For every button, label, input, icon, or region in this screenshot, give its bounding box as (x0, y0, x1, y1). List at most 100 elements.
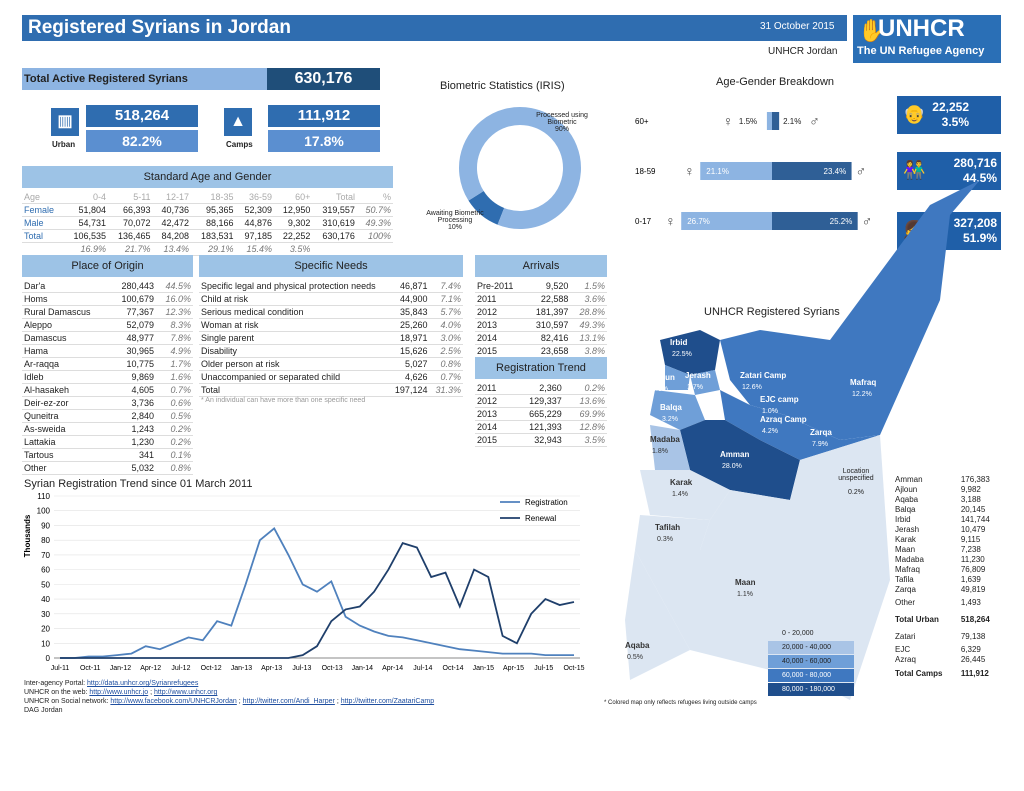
table-cell: 16.9% (63, 242, 108, 256)
link-twitter-1[interactable]: http://twitter.com/Andi_Harper (242, 698, 335, 705)
side-box-elderly: 👴 22,252 3.5% (897, 96, 1001, 134)
table-cell: 100% (356, 229, 393, 243)
map-label: Zarqa (810, 428, 832, 437)
table-cell: 15.4% (235, 242, 274, 256)
table-cell: 52,309 (235, 203, 274, 217)
arrivals-title: Arrivals (475, 255, 607, 277)
map-label: Zatari Camp (740, 371, 786, 380)
age-group-label: 60+ (635, 117, 649, 126)
map-label-pct: 12.6% (742, 384, 762, 391)
map-label: Amman (720, 450, 749, 459)
governorate-stats: Amman 176,383 Ajloun 9,982 Aqaba 3,188 Balqa 20… (893, 474, 1001, 682)
table-cell (312, 242, 357, 256)
table-row: 2013 310,597 49.3% (475, 318, 607, 332)
row-value: 77,367 (110, 305, 157, 319)
row-label: Woman at risk (199, 318, 388, 332)
row-label: Serious medical condition (199, 305, 388, 319)
series-line-registration (60, 527, 574, 659)
link-portal[interactable]: http://data.unhcr.org/Syrianrefugees (87, 680, 199, 687)
link-facebook[interactable]: http://www.facebook.com/UNHCRJordan (110, 698, 237, 705)
camps-value: 111,912 (268, 105, 380, 127)
map-label: Mafraq (850, 378, 876, 387)
table-header-row: Age 0-4 5-11 12-17 18-35 36-59 60+ Total% (22, 191, 393, 204)
stat-value: 7,238 (960, 544, 981, 554)
table-cell: 51,804 (63, 203, 108, 217)
y-tick-label: 0 (46, 654, 51, 663)
table-row: 2011 22,588 3.6% (475, 292, 607, 306)
x-tick-label: Jan-15 (473, 665, 495, 672)
row-value: 10,775 (110, 357, 157, 371)
table-row: Hama 30,965 4.9% (22, 344, 193, 358)
elderly-pct: 3.5% (941, 115, 969, 129)
map-irbid (660, 330, 720, 375)
male-pct-label: 2.1% (783, 117, 801, 126)
row-value: 121,393 (510, 420, 564, 434)
row-pct: 8.3% (156, 318, 193, 332)
table-row: 2011 2,360 0.2% (475, 382, 607, 395)
row-label: 2011 (475, 292, 526, 306)
table-row: Disability 15,626 2.5% (199, 344, 463, 358)
x-tick-label: Jul-12 (171, 665, 190, 672)
x-tick-label: Oct-13 (322, 665, 343, 672)
row-value: 5,032 (110, 461, 157, 475)
stat-row: Ajloun 9,982 (893, 484, 1001, 494)
map-label-pct: 1.8% (652, 448, 668, 455)
table-cell: 66,393 (108, 203, 153, 217)
table-cell: 106,535 (63, 229, 108, 243)
map-label: Irbid (670, 338, 687, 347)
map-label-pct: 3.2% (662, 416, 678, 423)
stat-label: Balqa (895, 504, 916, 514)
row-value: 4,626 (388, 370, 430, 384)
row-pct: 31.3% (429, 383, 463, 397)
link-unhcr-jo[interactable]: http://www.unhcr.jo (89, 689, 149, 696)
row-value: 22,588 (525, 292, 571, 306)
row-label: Homs (22, 292, 111, 306)
row-pct: 12.8% (563, 420, 607, 434)
table-row: Total 106,535 136,465 84,208 183,531 97,185 22… (22, 229, 393, 243)
female-bar (766, 112, 772, 130)
table-row: 16.9% 21.7% 13.4% 29.1% 15.4% 3.5% (22, 242, 393, 256)
children-pct: 51.9% (962, 231, 997, 245)
table-row: 2015 23,658 3.8% (475, 344, 607, 358)
row-label: Lattakia (22, 435, 111, 449)
legend-label: Renewal (525, 514, 556, 523)
row-label: Older person at risk (199, 357, 388, 371)
map-balqa (650, 390, 705, 430)
map-jerash (690, 370, 720, 395)
stat-label: Zarqa (895, 584, 916, 594)
table-cell: 49.3% (356, 216, 393, 230)
stat-row: Aqaba 3,188 (893, 494, 1001, 504)
camps-label: Camps (226, 140, 253, 149)
table-row: Child at risk 44,900 7.1% (199, 292, 463, 306)
age-group-label: 0-17 (635, 217, 652, 226)
table-row: Older person at risk 5,027 0.8% (199, 357, 463, 371)
row-pct: 49.3% (570, 318, 607, 332)
row-pct: 3.0% (429, 331, 463, 345)
row-label: Tartous (22, 448, 111, 462)
row-pct: 44.5% (156, 280, 193, 293)
male-figure-icon: ♂ (856, 163, 867, 179)
row-pct: 1.6% (156, 370, 193, 384)
header-cell: % (356, 191, 393, 204)
camps-pct: 17.8% (268, 130, 380, 152)
stat-label: Zatari (895, 631, 916, 641)
stat-value: 11,230 (960, 554, 985, 564)
map-label: Ajloun (650, 373, 675, 382)
stat-label: Tafila (895, 574, 914, 584)
link-unhcr-org[interactable]: http://www.unhcr.org (153, 689, 218, 696)
y-tick-label: 20 (41, 625, 50, 634)
link-twitter-2[interactable]: http://twitter.com/ZaatariCamp (340, 698, 435, 705)
map-label: EJC camp (760, 395, 799, 404)
row-pct: 0.7% (156, 383, 193, 397)
row-value: 44,900 (388, 292, 430, 306)
row-value: 1,230 (110, 435, 157, 449)
y-tick-label: 100 (37, 507, 51, 516)
stat-value: 111,912 (960, 668, 989, 678)
row-pct: 7.8% (156, 331, 193, 345)
table-row: Ar-raqqa 10,775 1.7% (22, 357, 193, 371)
row-label: As-sweida (22, 422, 111, 436)
origin-table: Dar'a 280,443 44.5% Homs 100,679 16.0% Rural D… (22, 280, 193, 475)
table-row: Other 5,032 0.8% (22, 461, 193, 475)
female-bar (700, 162, 772, 180)
map-label-pct: 1.7% (687, 384, 703, 391)
